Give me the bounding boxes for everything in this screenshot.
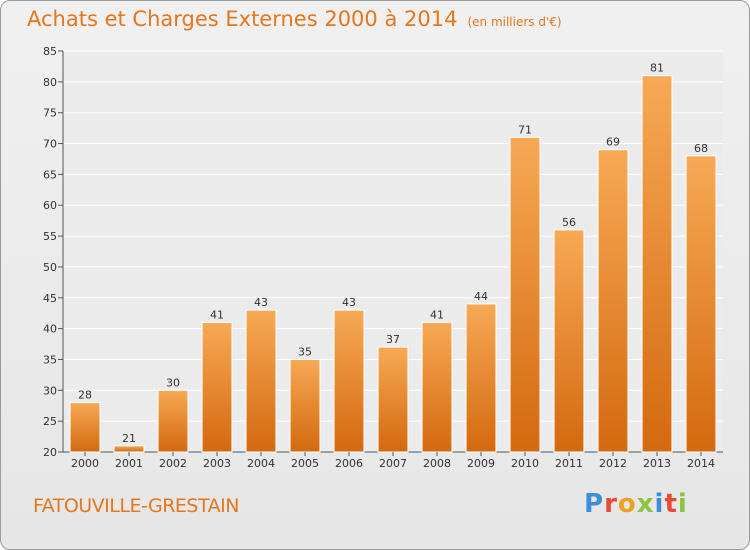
y-tick-label: 20: [43, 446, 57, 459]
x-tick-label: 2008: [423, 457, 451, 470]
chart-title: Achats et Charges Externes 2000 à 2014 (e…: [27, 7, 562, 31]
y-tick-label: 75: [43, 107, 57, 120]
logo-letter: r: [604, 489, 618, 519]
data-label: 28: [78, 389, 92, 402]
data-label: 68: [694, 142, 708, 155]
y-tick-label: 60: [43, 199, 57, 212]
x-tick-label: 2010: [511, 457, 539, 470]
y-tick-label: 30: [43, 384, 57, 397]
data-label: 21: [122, 432, 136, 445]
data-label: 56: [562, 216, 576, 229]
data-label: 44: [474, 290, 488, 303]
commune-name: FATOUVILLE-GRESTAIN: [33, 495, 239, 517]
bar: [69, 402, 101, 453]
logo-letter: o: [617, 489, 637, 519]
bar: [641, 75, 673, 453]
x-tick-label: 2009: [467, 457, 495, 470]
y-tick-label: 45: [43, 292, 57, 305]
x-tick-label: 2013: [643, 457, 671, 470]
x-tick-label: 2012: [599, 457, 627, 470]
data-label: 43: [254, 296, 268, 309]
x-tick-label: 2007: [379, 457, 407, 470]
logo-letter: i: [654, 489, 665, 519]
bar: [597, 149, 629, 453]
data-label: 41: [210, 308, 224, 321]
bar: [421, 321, 453, 453]
data-label: 30: [166, 376, 180, 389]
y-tick-label: 80: [43, 76, 57, 89]
y-tick-label: 55: [43, 230, 57, 243]
y-tick-label: 65: [43, 168, 57, 181]
data-label: 69: [606, 136, 620, 149]
proxiti-logo: Proxiti: [584, 489, 688, 519]
y-tick-label: 40: [43, 323, 57, 336]
data-label: 41: [430, 308, 444, 321]
x-tick-label: 2014: [687, 457, 715, 470]
bar: [465, 303, 497, 453]
bar: [553, 229, 585, 453]
x-tick-label: 2003: [203, 457, 231, 470]
bar: [113, 445, 145, 453]
y-tick-label: 85: [43, 45, 57, 58]
y-tick-label: 25: [43, 415, 57, 428]
x-tick-label: 2002: [159, 457, 187, 470]
bar: [685, 155, 717, 453]
logo-letter: i: [677, 489, 688, 519]
data-label: 43: [342, 296, 356, 309]
chart-title-text: Achats et Charges Externes 2000 à 2014: [27, 7, 458, 31]
data-label: 81: [650, 62, 664, 75]
data-label: 37: [386, 333, 400, 346]
x-tick-label: 2006: [335, 457, 363, 470]
data-label: 71: [518, 123, 532, 136]
logo-letter: t: [664, 489, 678, 519]
bar: [333, 309, 365, 453]
x-tick-label: 2011: [555, 457, 583, 470]
x-tick-label: 2001: [115, 457, 143, 470]
logo-letter: x: [636, 489, 655, 519]
bar: [289, 358, 321, 453]
y-tick-label: 70: [43, 138, 57, 151]
chart-unit: (en milliers d'€): [467, 15, 562, 29]
logo-letter: P: [584, 489, 605, 519]
bar: [377, 346, 409, 453]
bar: [509, 136, 541, 453]
bar: [201, 321, 233, 453]
bar: [157, 389, 189, 453]
y-tick-label: 35: [43, 353, 57, 366]
data-label: 35: [298, 345, 312, 358]
x-tick-label: 2005: [291, 457, 319, 470]
y-tick-label: 50: [43, 261, 57, 274]
bar: [245, 309, 277, 453]
x-tick-label: 2004: [247, 457, 275, 470]
x-tick-label: 2000: [71, 457, 99, 470]
